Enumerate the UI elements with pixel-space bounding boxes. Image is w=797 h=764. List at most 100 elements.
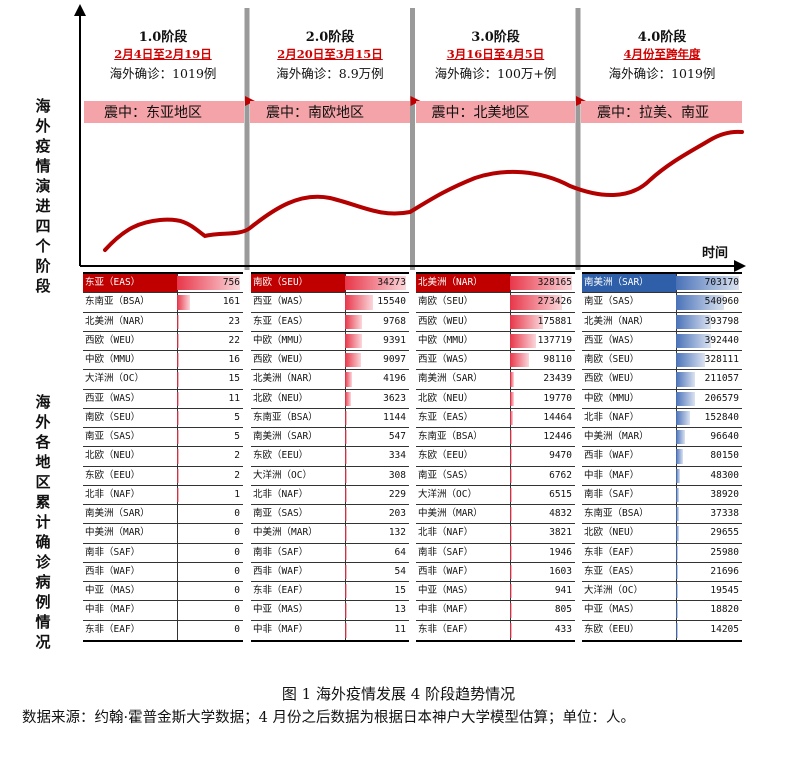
data-bar: [676, 584, 678, 599]
table-row: 南欧（SEU） 5: [83, 408, 243, 428]
table-row: 中非（MAF） 805: [416, 601, 575, 621]
region-name: 南亚（SAS）: [416, 466, 511, 485]
data-bar: [676, 449, 684, 464]
case-count: 1946: [549, 546, 572, 558]
region-name: 西非（WAF）: [416, 562, 511, 581]
section-label-char: 海: [35, 393, 51, 411]
region-name: 东非（EAF）: [83, 620, 178, 640]
section-label-char: 四: [35, 217, 51, 235]
stage-table: 南欧（SEU） 34273 西亚（WAS） 15540 东亚（EAS） 9768 中欧（MM…: [251, 272, 409, 642]
table-row: 南亚（SAS） 5: [83, 428, 243, 448]
table-row: 东欧（EEU） 2: [83, 466, 243, 486]
data-bar: [676, 430, 685, 445]
table-row: 中欧（MMU） 137719: [416, 331, 575, 351]
stage-dates: 2月4日至2月19日: [114, 47, 212, 61]
table-row: 中亚（MAS） 18820: [582, 601, 742, 621]
table-row: 大洋洲（OC） 19545: [582, 582, 742, 602]
case-count: 13: [394, 604, 406, 616]
data-bar: [510, 487, 512, 502]
case-count: 64: [394, 546, 406, 558]
data-bar: [345, 410, 348, 425]
table-row: 大洋洲（OC） 308: [251, 466, 409, 486]
table-row: 西亚（WAS） 392440: [582, 331, 742, 351]
value-cell: 12446: [509, 428, 575, 446]
region-name: 中非（MAF）: [582, 466, 677, 485]
table-row: 南欧（SEU） 34273: [251, 274, 409, 294]
table-row: 中美洲（MAR） 0: [83, 524, 243, 544]
value-cell: 433: [509, 621, 575, 640]
case-count: 14205: [710, 623, 739, 635]
data-bar: [676, 353, 706, 368]
section-label-char: 累: [35, 493, 51, 511]
value-cell: 328165: [509, 274, 575, 292]
value-cell: 540960: [675, 293, 742, 311]
table-row: 北非（NAF） 152840: [582, 408, 742, 428]
section-label-char: 外: [35, 413, 51, 431]
value-cell: 14464: [509, 409, 575, 427]
case-count: 98110: [543, 354, 572, 365]
stage-dates: 4月份至跨年度: [623, 47, 701, 61]
table-row: 中欧（MMU） 206579: [582, 389, 742, 409]
region-name: 西非（WAF）: [83, 562, 178, 581]
table-row: 西亚（WAS） 11: [83, 389, 243, 409]
region-name: 中欧（MMU）: [416, 331, 511, 350]
value-cell: 38920: [675, 486, 742, 504]
value-cell: 941: [509, 582, 575, 600]
data-bar: [345, 314, 363, 329]
case-count: 203: [388, 508, 406, 519]
section-label-trend: 海外疫情演进四个阶段: [30, 96, 56, 296]
table-row: 中欧（MMU） 9391: [251, 331, 409, 351]
table-row: 东非（EAF） 433: [416, 620, 575, 640]
value-cell: 1: [176, 486, 243, 504]
table-row: 北欧（NEU） 3623: [251, 389, 409, 409]
value-cell: 1144: [344, 409, 409, 427]
value-cell: 393798: [675, 313, 742, 331]
value-cell: 703170: [675, 274, 742, 292]
case-count: 16: [228, 354, 240, 365]
case-count: 547: [388, 431, 406, 442]
case-count: 2: [234, 450, 240, 462]
value-cell: 19545: [675, 582, 742, 600]
stage-cases: 海外确诊：8.9万例: [276, 66, 384, 81]
time-axis-label: 时间: [702, 246, 729, 261]
region-name: 中美洲（MAR）: [416, 505, 511, 524]
stage-cases: 海外确诊：100万+例: [434, 66, 557, 81]
table-row: 南非（SAF） 64: [251, 543, 409, 563]
value-cell: 308: [344, 467, 409, 485]
data-bar: [345, 333, 362, 348]
value-cell: 9097: [344, 351, 409, 369]
region-name: 北美洲（NAR）: [251, 370, 346, 389]
value-cell: 756: [176, 274, 243, 292]
value-cell: 203: [344, 505, 409, 523]
region-name: 东南亚（BSA）: [83, 293, 178, 312]
value-cell: 328111: [675, 351, 742, 369]
value-cell: 132: [344, 524, 409, 542]
region-name: 东欧（EEU）: [582, 620, 677, 640]
value-cell: 547: [344, 428, 409, 446]
stage-dates: 2月20日至3月15日: [277, 47, 383, 61]
table-row: 西非（WAF） 80150: [582, 447, 742, 467]
stage-title: 1.0阶段: [138, 30, 188, 45]
data-bar: [345, 372, 353, 387]
region-name: 中美洲（MAR）: [83, 524, 178, 543]
region-name: 西亚（WAS）: [251, 293, 346, 312]
data-bar: [345, 603, 347, 618]
table-row: 北欧（NEU） 19770: [416, 389, 575, 409]
region-name: 南欧（SEU）: [582, 351, 677, 370]
section-label-char: 阶: [35, 257, 51, 275]
data-bar: [177, 487, 179, 502]
value-cell: 34273: [344, 274, 409, 292]
x-axis-arrow: [734, 260, 746, 272]
case-count: 137719: [537, 334, 572, 346]
stage-cases: 海外确诊：1019例: [109, 66, 217, 81]
region-name: 东非（EAF）: [582, 543, 677, 562]
case-count: 18820: [710, 604, 739, 616]
case-count: 308: [388, 469, 406, 481]
region-name: 北非（NAF）: [251, 485, 346, 504]
region-name: 东欧（EEU）: [83, 466, 178, 485]
data-bar: [177, 430, 179, 445]
stage-separators: [244, 8, 581, 270]
data-bar: [510, 584, 512, 599]
stage-table: 北美洲（NAR） 328165 南欧（SEU） 273426 西欧（WEU） 175881…: [416, 272, 575, 642]
value-cell: 3821: [509, 524, 575, 542]
